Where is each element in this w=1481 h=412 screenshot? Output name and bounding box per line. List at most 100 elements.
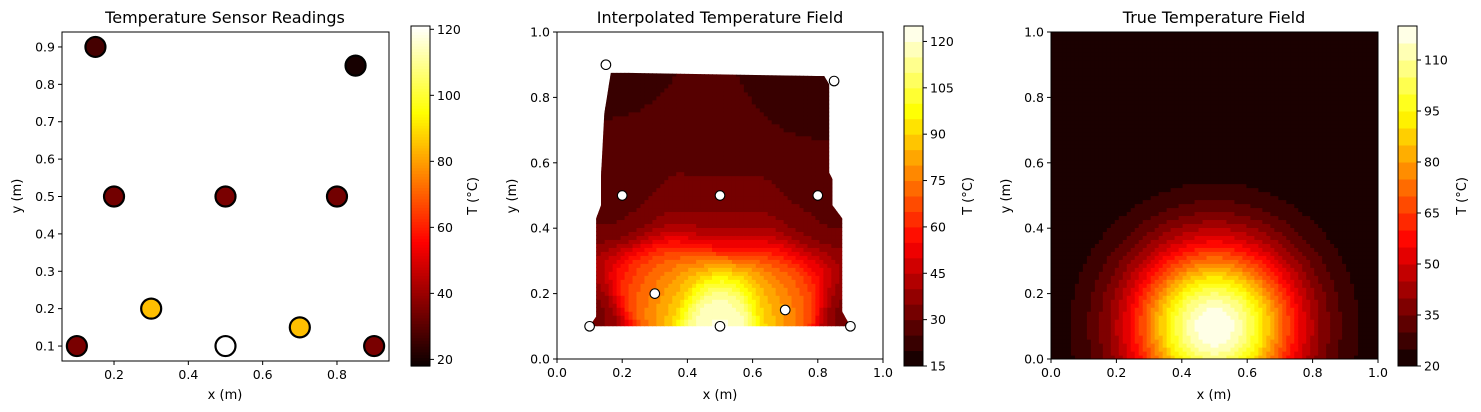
- field-cell: [656, 263, 661, 268]
- field-cell: [577, 88, 582, 93]
- field-cell: [632, 259, 638, 264]
- colorbar-segment: [411, 26, 430, 30]
- field-cell: [604, 175, 610, 181]
- field-cell: [577, 211, 582, 216]
- field-cell: [660, 239, 665, 244]
- field-cell: [612, 143, 618, 149]
- field-cell: [612, 279, 618, 284]
- field-cell: [640, 295, 646, 300]
- field-cell: [660, 187, 665, 193]
- interpolated-field-panel: Interpolated Temperature Field 0.0 0.2 0.4…: [505, 8, 976, 403]
- field-cell: [739, 259, 745, 264]
- field-cell: [763, 251, 769, 256]
- field-cell: [640, 203, 646, 209]
- field-cell: [716, 183, 721, 189]
- field-cell: [787, 279, 793, 284]
- field-cell: [748, 32, 753, 37]
- field-cell: [723, 179, 729, 185]
- field-cell: [739, 243, 745, 248]
- field-cell: [601, 40, 606, 45]
- field-cell: [652, 107, 657, 113]
- field-cell: [612, 191, 618, 197]
- field-cell: [652, 91, 657, 97]
- field-cell: [759, 307, 765, 312]
- field-cell: [751, 211, 757, 217]
- field-cell: [577, 235, 582, 240]
- field-cell: [700, 323, 705, 327]
- field-cell: [668, 299, 673, 304]
- field-cell: [616, 199, 622, 205]
- field-cell: [764, 335, 769, 340]
- field-cell: [712, 127, 717, 133]
- field-cell: [589, 283, 594, 288]
- field-cell: [700, 211, 705, 217]
- field-cell: [692, 72, 697, 77]
- field-cell: [640, 187, 646, 193]
- field-cell: [561, 215, 566, 220]
- field-cell: [783, 187, 789, 193]
- field-cell: [680, 68, 685, 73]
- field-cell: [680, 72, 685, 77]
- field-cell: [621, 331, 626, 336]
- field-cell: [739, 107, 745, 113]
- field-cell: [708, 147, 713, 153]
- field-cell: [684, 311, 689, 316]
- field-cell: [783, 127, 789, 133]
- field-cell: [664, 68, 669, 73]
- field-cell: [589, 255, 594, 260]
- field-cell: [656, 151, 661, 157]
- field-cell: [712, 207, 717, 213]
- field-cell: [596, 107, 602, 113]
- field-cell: [628, 243, 634, 248]
- field-cell: [664, 36, 669, 41]
- field-cell: [632, 299, 638, 304]
- field-cell: [561, 52, 566, 57]
- field-cell: [755, 243, 761, 248]
- field-cell: [684, 203, 689, 209]
- field-cell: [744, 60, 749, 65]
- field-cell: [581, 343, 586, 348]
- field-cell: [608, 79, 614, 85]
- field-cell: [592, 143, 598, 149]
- field-cell: [612, 179, 618, 185]
- field-cell: [739, 83, 745, 89]
- field-cell: [596, 171, 602, 177]
- field-cell: [700, 79, 705, 85]
- field-cell: [723, 295, 729, 300]
- field-cell: [704, 75, 709, 81]
- field-cell: [755, 231, 761, 236]
- field-cell: [720, 259, 725, 264]
- field-cell: [644, 331, 649, 336]
- field-cell: [779, 83, 785, 89]
- field-cell: [593, 32, 598, 37]
- field-cell: [652, 159, 657, 165]
- field-cell: [604, 215, 610, 221]
- field-cell: [628, 231, 634, 236]
- field-cell: [569, 124, 574, 129]
- field-cell: [676, 223, 681, 228]
- field-cell: [731, 303, 737, 308]
- field-cell: [600, 107, 606, 113]
- field-cell: [708, 191, 713, 197]
- field-cell: [771, 91, 777, 97]
- field-cell: [688, 159, 693, 165]
- field-cell: [727, 103, 733, 109]
- field-cell: [688, 315, 693, 320]
- field-cell: [708, 167, 713, 173]
- field-cell: [680, 203, 685, 209]
- field-cell: [712, 287, 717, 292]
- field-cell: [581, 299, 586, 304]
- field-cell: [569, 199, 574, 204]
- field-cell: [723, 227, 729, 232]
- field-cell: [676, 99, 681, 105]
- field-cell: [712, 199, 717, 205]
- field-cell: [771, 115, 777, 121]
- field-cell: [723, 167, 729, 173]
- field-cell: [776, 56, 781, 61]
- field-cell: [731, 163, 737, 169]
- field-cell: [704, 287, 709, 292]
- field-cell: [720, 79, 725, 85]
- field-cell: [712, 263, 717, 268]
- field-cell: [624, 187, 630, 193]
- field-cell: [569, 36, 574, 41]
